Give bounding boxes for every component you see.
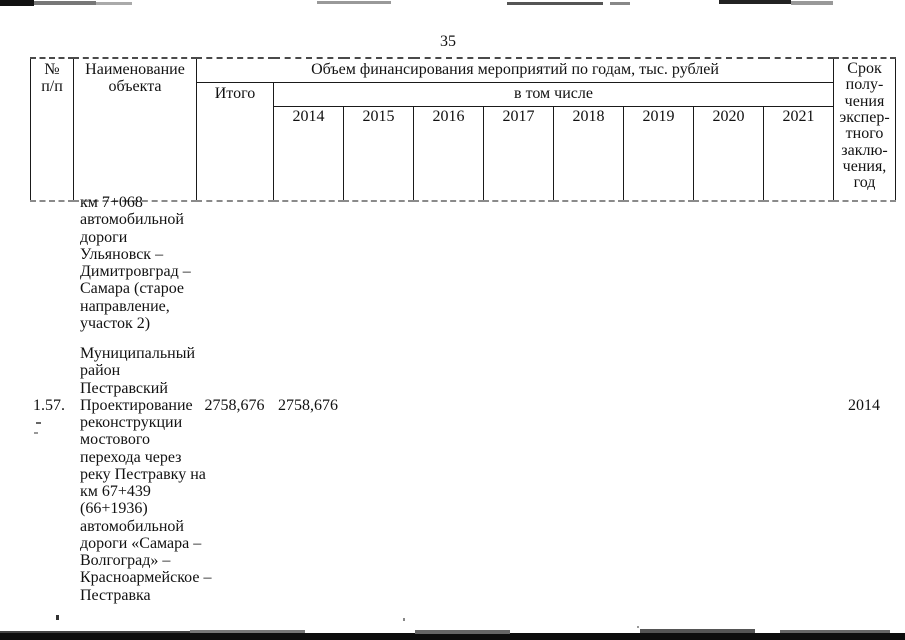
header-cell-year-2020: 2020 xyxy=(693,106,764,202)
header-cell-object-name: Наименование объекта xyxy=(73,57,197,202)
header-cell-total: Итого xyxy=(196,82,274,202)
row-157-number: 1.57. xyxy=(33,397,65,414)
financing-table: № п/п Наименование объекта Объем финанси… xyxy=(30,57,896,202)
object-name-continuation: км 7+068 автомобильной дороги Ульяновск … xyxy=(80,194,191,332)
row-157-deadline-value: 2014 xyxy=(848,397,880,414)
row-157-total-value: 2758,676 xyxy=(204,397,265,414)
row-157-2014-value: 2758,676 xyxy=(278,397,338,414)
header-cell-year-2015: 2015 xyxy=(343,106,414,202)
page-number: 35 xyxy=(440,33,456,50)
header-cell-finance-title: Объем финансирования мероприятий по года… xyxy=(196,57,834,83)
header-cell-year-2019: 2019 xyxy=(623,106,694,202)
header-cell-year-2014: 2014 xyxy=(273,106,344,202)
header-cell-including: в том числе xyxy=(273,82,834,107)
header-cell-deadline: Срок полу- чения экспер- тного заклю- че… xyxy=(833,57,896,202)
object-name-row-157: Муниципальный район Пестравский Проектир… xyxy=(80,345,212,604)
header-cell-year-2021: 2021 xyxy=(763,106,834,202)
header-cell-number: № п/п xyxy=(30,57,74,202)
header-cell-year-2017: 2017 xyxy=(483,106,554,202)
header-cell-year-2016: 2016 xyxy=(413,106,484,202)
header-cell-year-2018: 2018 xyxy=(553,106,624,202)
